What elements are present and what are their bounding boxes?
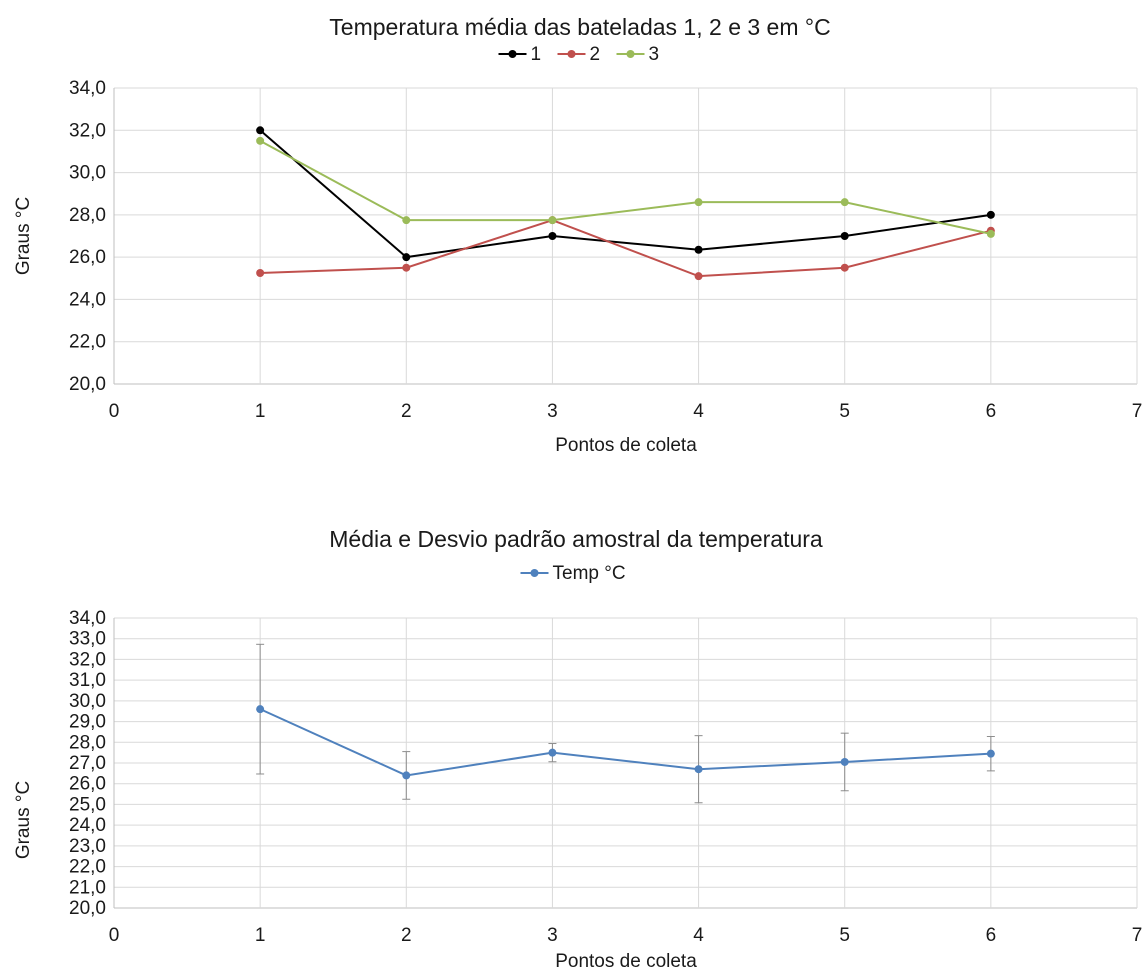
series-line-2 bbox=[260, 219, 992, 278]
x-tick-label: 0 bbox=[109, 401, 120, 422]
x-axis-label: Pontos de coleta bbox=[555, 951, 697, 972]
data-point bbox=[402, 263, 411, 272]
chart-temperatura-bateladas: Temperatura média das bateladas 1, 2 e 3… bbox=[13, 14, 1142, 456]
legend-marker bbox=[567, 50, 576, 58]
data-point bbox=[840, 263, 849, 272]
y-tick-label: 21,0 bbox=[69, 877, 106, 898]
y-tick-label: 32,0 bbox=[69, 120, 106, 141]
data-point bbox=[986, 229, 995, 238]
data-point bbox=[402, 771, 411, 780]
legend-marker bbox=[508, 50, 517, 58]
data-point bbox=[840, 232, 849, 240]
x-tick-label: 2 bbox=[401, 925, 412, 946]
x-tick-label: 5 bbox=[839, 401, 850, 422]
data-point bbox=[694, 245, 703, 254]
y-tick-label: 31,0 bbox=[69, 670, 106, 691]
chart-media-desvio: Média e Desvio padrão amostral da temper… bbox=[13, 526, 1142, 972]
y-tick-label: 28,0 bbox=[69, 205, 106, 226]
series-line-temp-c bbox=[259, 708, 991, 777]
y-tick-label: 28,0 bbox=[69, 732, 106, 753]
series-layer bbox=[256, 643, 995, 804]
series-line-1 bbox=[259, 129, 992, 259]
y-axis-label: Graus °C bbox=[13, 197, 34, 275]
y-tick-label: 29,0 bbox=[69, 712, 106, 733]
y-tick-label: 25,0 bbox=[69, 794, 106, 815]
y-tick-label: 20,0 bbox=[69, 898, 106, 919]
x-tick-label: 6 bbox=[986, 401, 997, 422]
x-tick-label: 0 bbox=[109, 925, 120, 946]
x-tick-label: 6 bbox=[986, 925, 997, 946]
data-point bbox=[548, 216, 557, 225]
x-tick-label: 2 bbox=[401, 401, 412, 422]
y-tick-label: 27,0 bbox=[69, 753, 106, 774]
x-tick-label: 1 bbox=[255, 401, 266, 422]
y-tick-label: 23,0 bbox=[69, 836, 106, 857]
data-point bbox=[986, 210, 995, 219]
x-tick-label: 4 bbox=[693, 401, 704, 422]
tick-labels: 20,0 22,0 24,0 26,0 28,0 30,0 32,0 34,0 0 1 2 3 4 5 6 7 bbox=[69, 78, 1142, 422]
y-tick-label: 20,0 bbox=[69, 374, 106, 395]
data-point bbox=[548, 232, 557, 240]
y-tick-label: 24,0 bbox=[69, 289, 106, 310]
series-layer bbox=[256, 126, 995, 281]
y-tick-label: 26,0 bbox=[69, 774, 106, 795]
data-point bbox=[256, 136, 265, 145]
y-tick-label: 30,0 bbox=[69, 163, 106, 184]
tick-labels: 20,021,022,023,024,025,026,027,028,029,0… bbox=[69, 608, 1142, 946]
y-tick-label: 34,0 bbox=[69, 78, 106, 99]
data-point bbox=[840, 198, 849, 207]
x-tick-label: 4 bbox=[693, 925, 704, 946]
data-point bbox=[256, 126, 265, 135]
data-point bbox=[548, 748, 557, 757]
y-tick-label: 24,0 bbox=[69, 815, 106, 836]
legend-label: Temp °C bbox=[553, 563, 626, 584]
x-tick-label: 7 bbox=[1132, 925, 1143, 946]
series-line-3 bbox=[259, 139, 992, 235]
legend-label: 3 bbox=[649, 44, 660, 65]
legend-marker bbox=[530, 569, 539, 577]
y-tick-label: 22,0 bbox=[69, 332, 106, 353]
y-tick-label: 33,0 bbox=[69, 629, 106, 650]
legend-item: Temp °C bbox=[520, 563, 626, 584]
data-point bbox=[694, 272, 703, 281]
chart-title: Temperatura média das bateladas 1, 2 e 3… bbox=[329, 14, 830, 40]
chart-title: Média e Desvio padrão amostral da temper… bbox=[329, 526, 823, 552]
data-point bbox=[402, 253, 411, 262]
data-point bbox=[256, 269, 265, 277]
gridlines bbox=[113, 87, 1138, 385]
y-tick-label: 34,0 bbox=[69, 608, 106, 629]
legend-marker bbox=[626, 50, 635, 58]
data-point bbox=[256, 705, 265, 714]
x-tick-label: 7 bbox=[1132, 401, 1143, 422]
chart-legend: Temp °C bbox=[520, 563, 626, 584]
gridlines bbox=[113, 617, 1138, 909]
legend-item: 3 bbox=[616, 44, 660, 65]
x-tick-label: 5 bbox=[839, 925, 850, 946]
data-point bbox=[840, 757, 849, 766]
y-tick-label: 30,0 bbox=[69, 691, 106, 712]
chart-legend: 1 2 3 bbox=[498, 44, 660, 65]
legend-item: 1 bbox=[498, 44, 542, 65]
y-tick-label: 22,0 bbox=[69, 857, 106, 878]
data-point bbox=[402, 216, 411, 225]
legend-label: 2 bbox=[590, 44, 601, 65]
y-tick-label: 32,0 bbox=[69, 649, 106, 670]
y-tick-label: 26,0 bbox=[69, 247, 106, 268]
data-point bbox=[694, 198, 703, 207]
legend-label: 1 bbox=[531, 44, 542, 65]
y-axis-label: Graus °C bbox=[13, 781, 34, 859]
x-axis-label: Pontos de coleta bbox=[555, 435, 697, 456]
x-tick-label: 3 bbox=[547, 401, 558, 422]
x-tick-label: 1 bbox=[255, 925, 266, 946]
data-point bbox=[986, 749, 995, 758]
data-point bbox=[694, 765, 703, 774]
legend-item: 2 bbox=[557, 44, 601, 65]
x-tick-label: 3 bbox=[547, 925, 558, 946]
